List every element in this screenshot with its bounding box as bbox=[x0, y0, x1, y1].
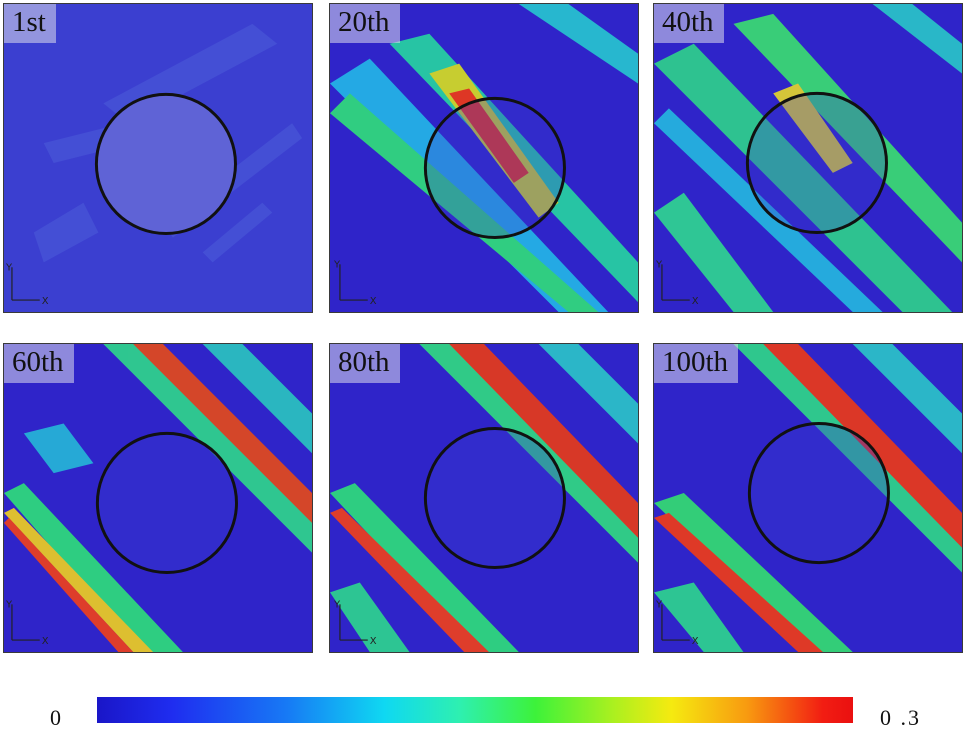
svg-text:X: X bbox=[370, 296, 377, 307]
panel-40th-image: Y X bbox=[654, 4, 962, 312]
panel-60th-image: Y X bbox=[4, 344, 312, 652]
axis-triad-icon bbox=[11, 267, 40, 301]
panel-label: 1st bbox=[4, 4, 56, 43]
svg-text:X: X bbox=[42, 296, 49, 307]
panel-label: 60th bbox=[4, 344, 74, 383]
svg-text:X: X bbox=[42, 636, 49, 647]
panel-100th-image: Y X bbox=[654, 344, 962, 652]
panel-1st-image: Y X bbox=[4, 4, 312, 312]
panel-label: 80th bbox=[330, 344, 400, 383]
svg-text:Y: Y bbox=[655, 259, 663, 270]
panel-20th-image: Y X bbox=[330, 4, 638, 312]
svg-text:Y: Y bbox=[333, 259, 341, 270]
svg-text:Y: Y bbox=[655, 599, 663, 610]
svg-text:X: X bbox=[692, 296, 699, 307]
svg-text:Y: Y bbox=[333, 599, 341, 610]
panel-20th: Y X 20th bbox=[329, 3, 639, 313]
panel-80th-image: Y X bbox=[330, 344, 638, 652]
svg-text:Y: Y bbox=[5, 599, 13, 610]
svg-text:X: X bbox=[692, 636, 699, 647]
panel-label: 40th bbox=[654, 4, 724, 43]
colorbar bbox=[97, 697, 853, 723]
svg-text:X: X bbox=[370, 636, 377, 647]
panel-label: 100th bbox=[654, 344, 739, 383]
panel-60th: Y X 60th bbox=[3, 343, 313, 653]
panel-80th: Y X 80th bbox=[329, 343, 639, 653]
colorbar-min-label: 0 bbox=[50, 705, 61, 730]
panel-40th: Y X 40th bbox=[653, 3, 963, 313]
panel-100th: Y X 100th bbox=[653, 343, 963, 653]
panel-label: 20th bbox=[330, 4, 400, 43]
panel-1st: Y X 1st bbox=[3, 3, 313, 313]
svg-text:Y: Y bbox=[5, 262, 13, 273]
colorbar-max-label: 0 .3 bbox=[880, 705, 921, 730]
